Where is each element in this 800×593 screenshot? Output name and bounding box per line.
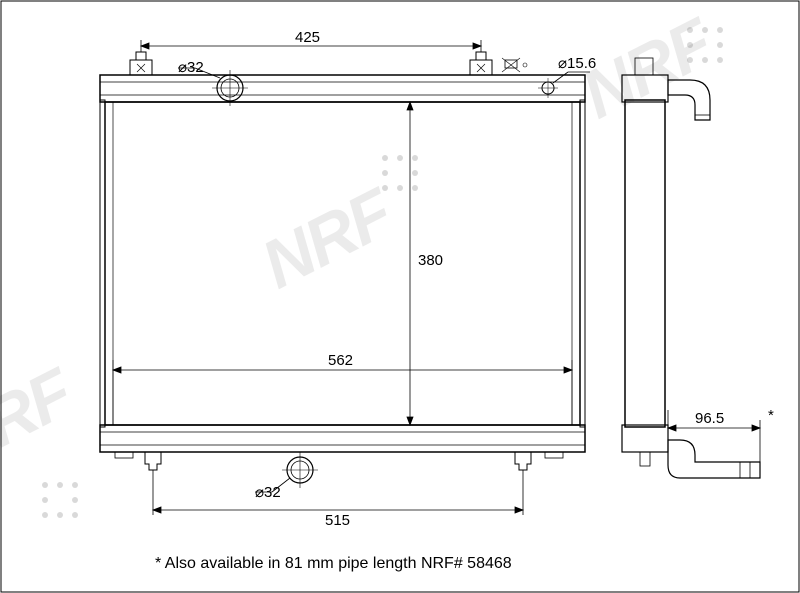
dim-side-star: * (768, 407, 774, 424)
dim-top-width: 425 (295, 29, 320, 46)
dim-side-depth: 96.5 (695, 410, 724, 427)
frame (1, 1, 799, 592)
sensor-icon (502, 58, 527, 72)
radiator-side-view (622, 58, 760, 478)
dim-inner-width: 562 (328, 352, 353, 369)
technical-drawing: 425 ⌀32 ⌀15.6 380 562 ⌀32 515 96.5 * * A… (0, 0, 800, 593)
top-left-bracket (130, 52, 152, 75)
dim-bottom-width: 515 (325, 512, 350, 529)
diagram-container: 425 ⌀32 ⌀15.6 380 562 ⌀32 515 96.5 * * A… (0, 0, 800, 593)
radiator-front-view (100, 52, 585, 488)
bottom-pegs (115, 452, 563, 470)
dim-small-hole: ⌀15.6 (558, 55, 596, 72)
watermark-dots (42, 27, 723, 518)
dim-bottom-hole: ⌀32 (255, 484, 281, 501)
footnote: * Also available in 81 mm pipe length NR… (155, 555, 512, 572)
dimensions (113, 40, 760, 515)
top-right-bracket (470, 52, 492, 75)
dim-height: 380 (418, 252, 443, 269)
dim-top-hole: ⌀32 (178, 59, 204, 76)
